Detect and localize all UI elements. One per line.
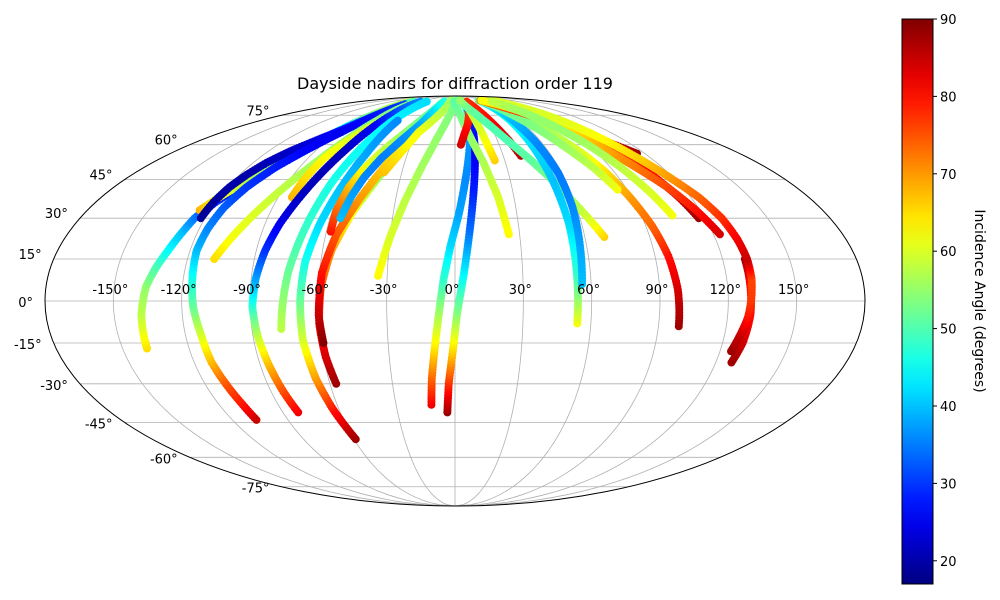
orbit-track xyxy=(336,97,449,223)
colorbar-tick-label: 60 xyxy=(940,245,957,260)
orbit-track xyxy=(188,100,409,424)
colorbar-tick-label: 20 xyxy=(940,555,957,570)
colorbar: 20 30 40 50 60 70 80 90 Incidence Angle (degree… xyxy=(901,13,987,585)
latitude-tick-label: -75° xyxy=(242,482,270,497)
longitude-tick-label: -90° xyxy=(233,283,261,298)
colorbar-strip xyxy=(901,18,934,585)
colorbar-tick-label: 40 xyxy=(940,400,957,415)
latitude-tick-label: -30° xyxy=(40,379,68,394)
track-point xyxy=(727,358,736,367)
track-point xyxy=(455,96,464,105)
longitude-tick-label: -120° xyxy=(161,283,197,298)
latitude-tick-label: 75° xyxy=(246,104,269,119)
longitude-tick-label: 120° xyxy=(710,283,741,298)
colorbar-tick-label: 90 xyxy=(940,13,957,28)
latitude-tick-label: 30° xyxy=(45,207,68,222)
longitude-labels: -150° -120° -90° -60° -30° 0° 30° 60° 90° 120° 150… xyxy=(92,283,809,298)
longitude-tick-label: -150° xyxy=(92,283,128,298)
meridian-gridline xyxy=(454,96,798,506)
colorbar-tick-label: 70 xyxy=(940,168,957,183)
gridlines xyxy=(45,96,865,506)
meridian-gridline xyxy=(454,96,524,506)
latitude-tick-label: -15° xyxy=(14,338,42,353)
longitude-tick-label: -30° xyxy=(370,283,398,298)
track-point xyxy=(488,97,497,106)
latitude-tick-label: -45° xyxy=(85,417,113,432)
meridian-gridline xyxy=(454,96,593,506)
meridian-gridline xyxy=(112,96,456,506)
track-point xyxy=(422,97,431,106)
latitude-tick-label: 45° xyxy=(90,169,113,184)
latitude-tick-label: 15° xyxy=(19,248,42,263)
longitude-tick-label: 150° xyxy=(778,283,809,298)
meridian-gridline xyxy=(454,96,729,506)
orbit-tracks xyxy=(137,96,756,444)
longitude-tick-label: 30° xyxy=(509,283,532,298)
latitude-tick-label: -60° xyxy=(150,452,178,467)
longitude-tick-label: -60° xyxy=(301,283,329,298)
colorbar-tick-label: 80 xyxy=(940,90,957,105)
longitude-tick-label: 0° xyxy=(445,283,460,298)
meridian-gridline xyxy=(181,96,456,506)
latitude-tick-label: 60° xyxy=(155,134,178,149)
longitude-tick-label: 90° xyxy=(645,283,668,298)
track-point xyxy=(393,116,402,125)
colorbar-label: Incidence Angle (degrees) xyxy=(971,209,987,392)
track-point xyxy=(477,96,486,105)
colorbar-tick-label: 50 xyxy=(940,323,957,338)
orbit-track xyxy=(296,116,402,444)
longitude-tick-label: 60° xyxy=(577,283,600,298)
latitude-tick-label: 0° xyxy=(18,296,33,311)
colorbar-ticks: 20 30 40 50 60 70 80 90 xyxy=(933,13,957,570)
chart-title: Dayside nadirs for diffraction order 119 xyxy=(297,74,613,93)
colorbar-tick-label: 30 xyxy=(940,477,957,492)
